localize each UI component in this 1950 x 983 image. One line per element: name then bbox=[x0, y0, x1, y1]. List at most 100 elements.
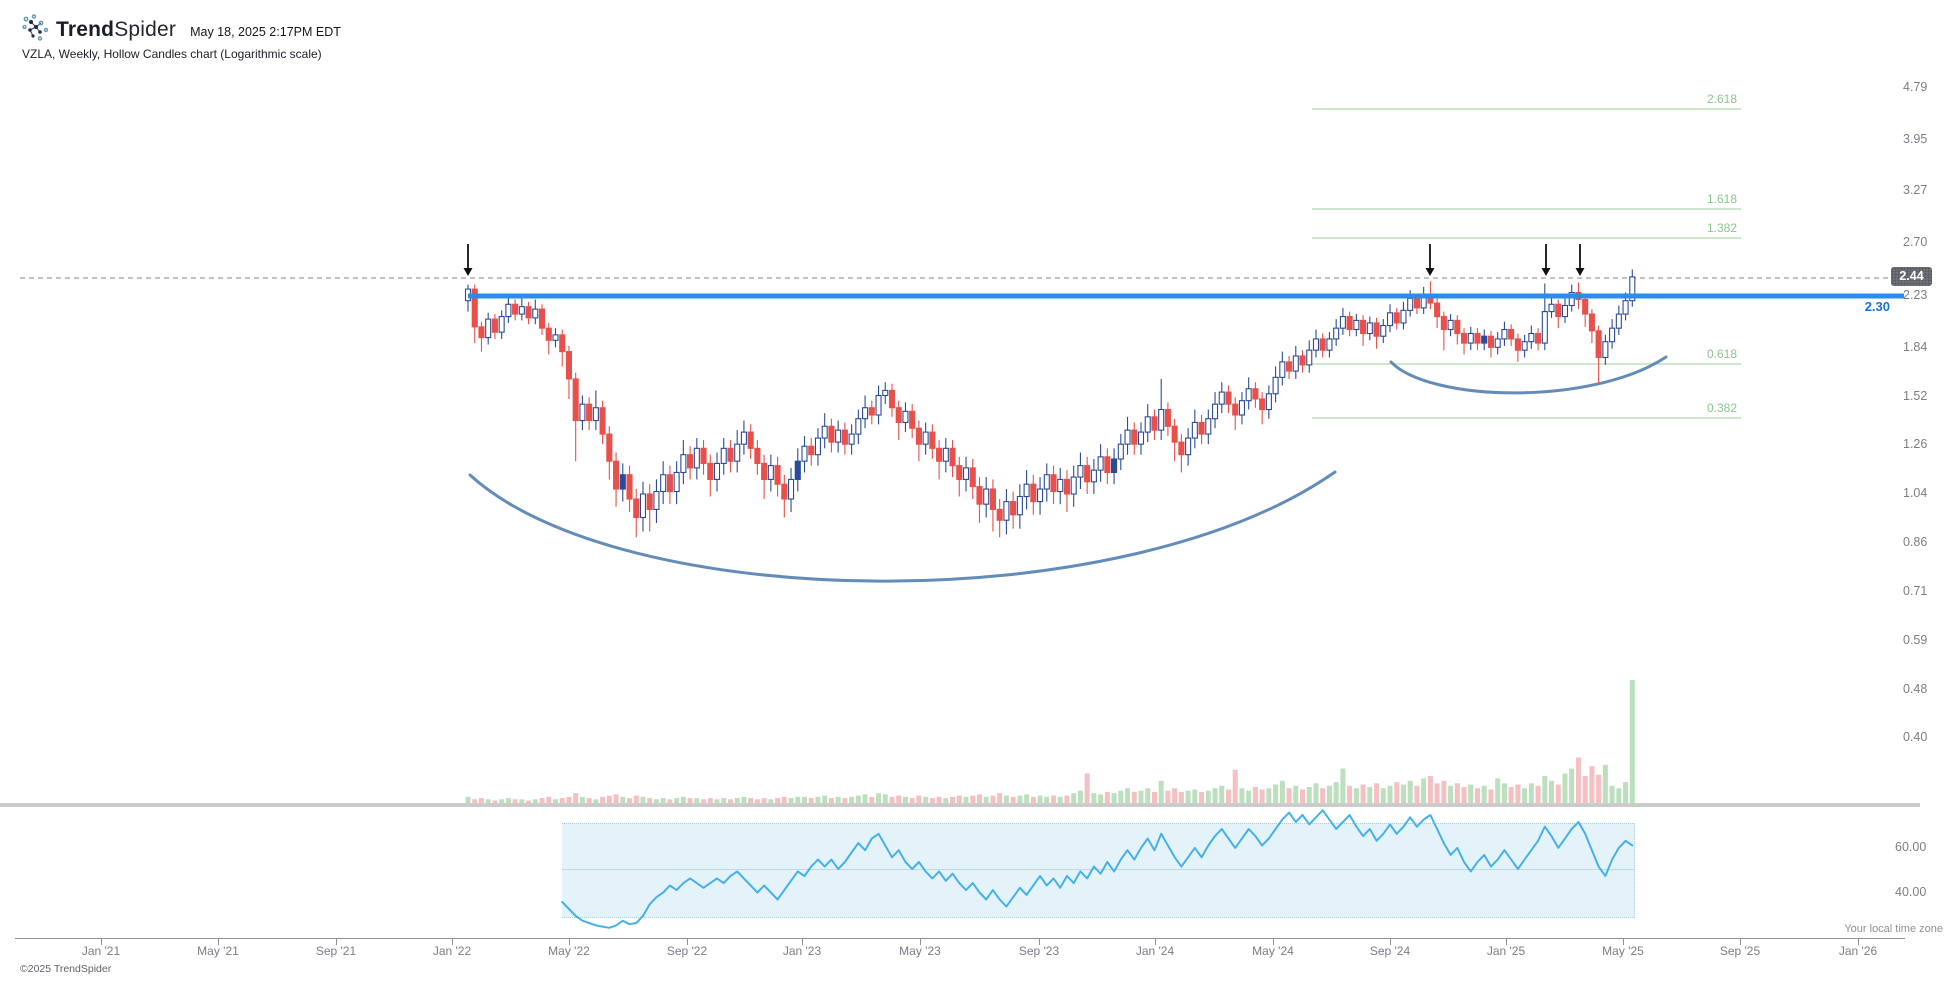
candle-body bbox=[633, 498, 640, 519]
time-axis-label[interactable]: May '24 bbox=[1252, 944, 1294, 958]
price-axis-label[interactable]: 3.95 bbox=[1903, 132, 1928, 146]
candle-body bbox=[727, 447, 734, 462]
candle-body bbox=[613, 460, 620, 490]
volume-bar bbox=[1273, 784, 1279, 803]
volume-bar bbox=[1589, 766, 1595, 803]
candle-body bbox=[969, 467, 976, 488]
price-axis-label[interactable]: 2.23 bbox=[1903, 288, 1928, 302]
time-axis-label[interactable]: Sep '24 bbox=[1369, 944, 1411, 958]
volume-bar bbox=[1219, 785, 1225, 803]
volume-bar bbox=[997, 793, 1003, 803]
candle-body bbox=[599, 407, 606, 435]
price-axis-label[interactable]: 0.71 bbox=[1903, 584, 1928, 598]
down-arrow-annotation[interactable] bbox=[463, 244, 473, 276]
time-axis-label[interactable]: Jan '26 bbox=[1838, 944, 1878, 958]
volume-bar bbox=[1098, 794, 1104, 803]
candle-body bbox=[1508, 328, 1515, 340]
volume-bar bbox=[1367, 787, 1373, 803]
time-axis-label[interactable]: Jan '22 bbox=[432, 944, 472, 958]
price-axis-label[interactable]: 0.86 bbox=[1903, 535, 1928, 549]
candle-body bbox=[680, 454, 687, 473]
time-axis-label[interactable]: May '21 bbox=[197, 944, 239, 958]
volume-bar bbox=[1118, 790, 1124, 803]
candle-body bbox=[1467, 332, 1474, 344]
candle-body bbox=[1622, 300, 1629, 315]
candle-body bbox=[538, 308, 546, 329]
volume-bar bbox=[1259, 789, 1265, 803]
price-axis-label[interactable]: 1.52 bbox=[1903, 389, 1928, 403]
volume-bar bbox=[754, 799, 760, 803]
volume-bar bbox=[1239, 788, 1245, 803]
price-axis-label[interactable]: 2.70 bbox=[1903, 235, 1928, 249]
volume-bar bbox=[855, 795, 861, 803]
price-axis-label[interactable]: 1.04 bbox=[1903, 486, 1928, 500]
time-axis-label[interactable]: Jan '25 bbox=[1486, 944, 1526, 958]
down-arrow-annotation[interactable] bbox=[1425, 244, 1435, 276]
volume-bar bbox=[512, 799, 518, 803]
volume-bar bbox=[1293, 785, 1299, 803]
price-axis-label[interactable]: 1.26 bbox=[1903, 437, 1928, 451]
volume-bar bbox=[902, 796, 908, 803]
price-axis-label[interactable]: 1.84 bbox=[1903, 340, 1928, 354]
volume-bar bbox=[687, 798, 693, 803]
brand-text: TrendSpider bbox=[56, 18, 176, 42]
candle-body bbox=[1252, 388, 1259, 400]
volume-bar bbox=[472, 799, 478, 803]
volume-bar bbox=[990, 795, 996, 803]
time-axis-tick bbox=[687, 938, 688, 945]
candle-body bbox=[882, 389, 889, 397]
time-axis-label[interactable]: Jan '21 bbox=[81, 944, 121, 958]
candle-body bbox=[505, 303, 512, 318]
time-axis-tick bbox=[1623, 938, 1624, 945]
down-arrow-annotation[interactable] bbox=[1541, 244, 1551, 276]
volume-bar bbox=[956, 795, 962, 803]
down-arrow-annotation[interactable] bbox=[1575, 244, 1585, 276]
time-axis-label[interactable]: Sep '23 bbox=[1018, 944, 1060, 958]
volume-bar bbox=[808, 798, 814, 803]
volume-bar bbox=[1461, 787, 1467, 803]
candle-body bbox=[1265, 393, 1272, 411]
time-axis-label[interactable]: May '25 bbox=[1602, 944, 1644, 958]
volume-bar bbox=[1125, 788, 1131, 803]
volume-bar bbox=[896, 795, 902, 803]
price-axis-label[interactable]: 4.79 bbox=[1903, 80, 1928, 94]
candle-body bbox=[956, 465, 963, 480]
volume-bar bbox=[539, 798, 545, 803]
time-axis-label[interactable]: Jan '24 bbox=[1135, 944, 1175, 958]
volume-bar bbox=[627, 798, 633, 803]
candle-body bbox=[1481, 335, 1488, 344]
volume-bar bbox=[526, 800, 532, 803]
candle-body bbox=[1460, 332, 1468, 344]
candle-body bbox=[525, 306, 532, 319]
candle-body bbox=[740, 431, 747, 445]
price-axis-label[interactable]: 0.59 bbox=[1903, 633, 1928, 647]
time-axis-line[interactable] bbox=[15, 938, 1905, 939]
candle-body bbox=[471, 288, 478, 328]
header: TrendSpider May 18, 2025 2:17PM EDT bbox=[22, 14, 341, 46]
time-axis-label[interactable]: Sep '21 bbox=[315, 944, 357, 958]
time-axis-tick bbox=[101, 938, 102, 945]
volume-bar bbox=[775, 798, 781, 803]
price-axis-label[interactable]: 3.27 bbox=[1903, 183, 1928, 197]
volume-bar bbox=[1400, 784, 1406, 803]
candle-body bbox=[1454, 319, 1461, 335]
time-axis-label[interactable]: Jan '23 bbox=[782, 944, 822, 958]
cup-arc-drawing[interactable] bbox=[1389, 355, 1668, 395]
time-axis-label[interactable]: Sep '22 bbox=[666, 944, 708, 958]
price-axis-label[interactable]: 0.40 bbox=[1903, 730, 1928, 744]
candle-body bbox=[1171, 425, 1178, 443]
time-axis-label[interactable]: May '22 bbox=[548, 944, 590, 958]
volume-bar bbox=[1609, 785, 1615, 803]
time-axis-label[interactable]: May '23 bbox=[899, 944, 941, 958]
volume-bar bbox=[478, 798, 484, 803]
candle-body bbox=[1582, 298, 1589, 315]
volume-bar bbox=[707, 798, 713, 803]
time-axis-label[interactable]: Sep '25 bbox=[1719, 944, 1761, 958]
candle-body bbox=[713, 462, 721, 480]
last-price-badge: 2.44 bbox=[1891, 267, 1932, 286]
price-axis-label[interactable]: 0.48 bbox=[1903, 682, 1928, 696]
cup-arc-drawing[interactable] bbox=[468, 470, 1337, 583]
candle-body bbox=[828, 425, 835, 443]
volume-bar bbox=[1071, 793, 1077, 803]
